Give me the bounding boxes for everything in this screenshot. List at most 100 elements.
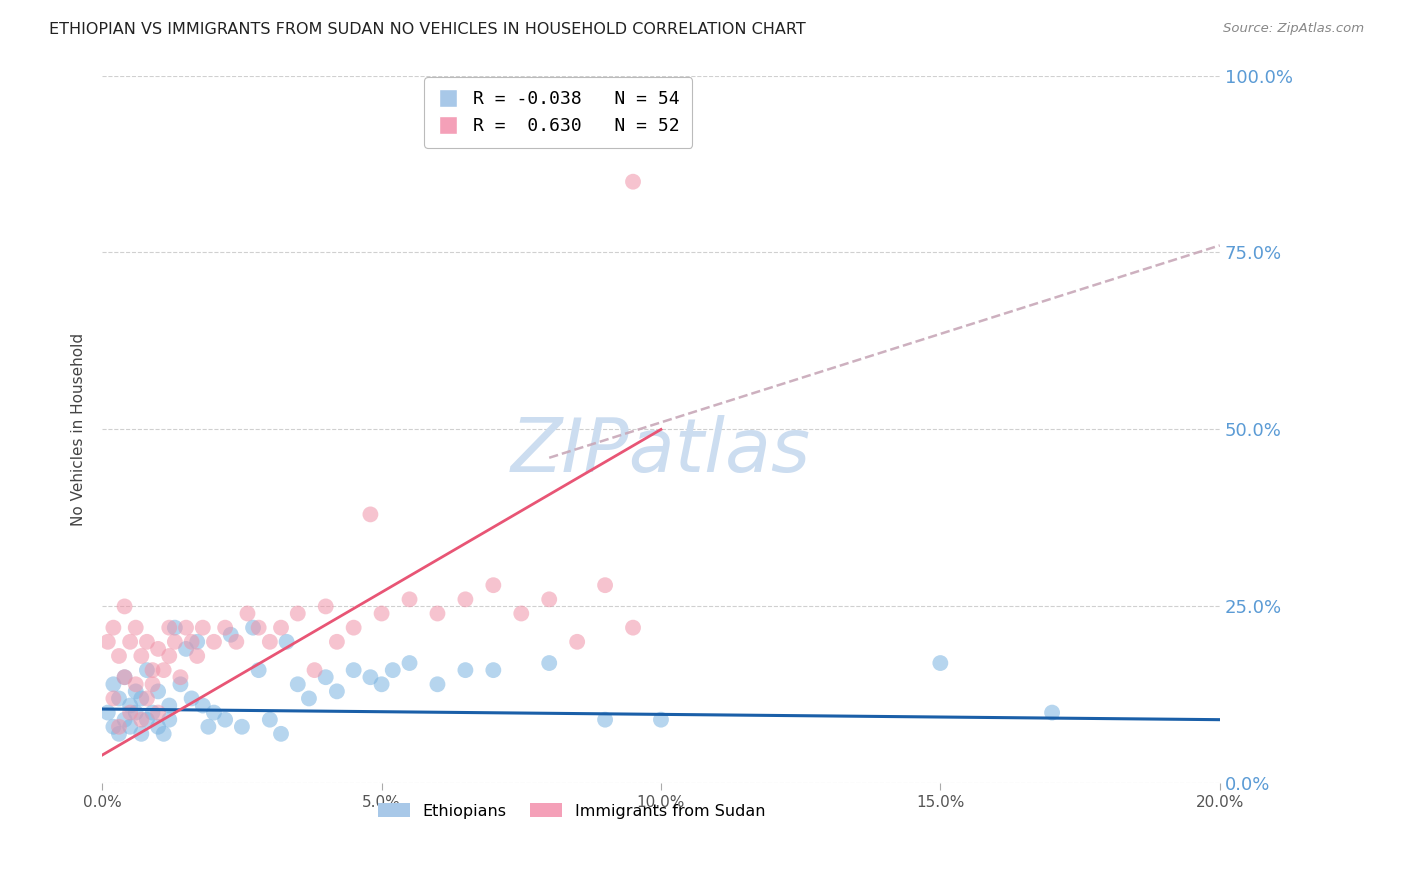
Point [650,713,672,727]
Point [146,684,169,698]
Point [454,592,477,607]
Point [135,713,157,727]
Point [270,621,292,635]
Point [236,607,259,621]
Point [97,635,120,649]
Point [621,175,644,189]
Point [108,691,131,706]
Point [219,628,242,642]
Point [108,720,131,734]
Point [157,621,180,635]
Point [146,720,169,734]
Point [157,648,180,663]
Point [131,691,153,706]
Point [125,621,148,635]
Point [169,677,191,691]
Point [287,607,309,621]
Point [141,677,163,691]
Point [326,684,349,698]
Point [114,670,136,684]
Point [214,713,236,727]
Point [247,663,270,677]
Point [270,727,292,741]
Point [103,691,125,706]
Point [163,635,186,649]
Point [131,727,153,741]
Point [565,635,588,649]
Point [276,635,298,649]
Point [315,670,337,684]
Point [191,621,214,635]
Point [315,599,337,614]
Point [114,599,136,614]
Point [135,663,157,677]
Point [454,663,477,677]
Point [343,621,366,635]
Point [231,720,253,734]
Point [202,635,225,649]
Point [180,691,202,706]
Point [247,621,270,635]
Point [152,727,174,741]
Point [120,698,142,713]
Point [186,635,208,649]
Point [125,684,148,698]
Point [131,713,153,727]
Point [259,635,281,649]
Point [174,621,197,635]
Point [125,706,148,720]
Point [398,592,420,607]
Point [202,706,225,720]
Point [225,635,247,649]
Point [593,713,616,727]
Point [326,635,349,649]
Point [538,656,561,670]
Point [108,727,131,741]
Point [359,508,381,522]
Point [426,607,449,621]
Point [157,698,180,713]
Point [214,621,236,635]
Legend: Ethiopians, Immigrants from Sudan: Ethiopians, Immigrants from Sudan [371,797,772,825]
Point [381,663,404,677]
Point [103,677,125,691]
Text: ETHIOPIAN VS IMMIGRANTS FROM SUDAN NO VEHICLES IN HOUSEHOLD CORRELATION CHART: ETHIOPIAN VS IMMIGRANTS FROM SUDAN NO VE… [49,22,806,37]
Text: ZIPatlas: ZIPatlas [510,415,811,487]
Point [343,663,366,677]
Point [120,720,142,734]
Point [259,713,281,727]
Point [163,621,186,635]
Point [146,641,169,656]
Point [510,607,533,621]
Point [482,578,505,592]
Point [180,635,202,649]
Point [120,635,142,649]
Point [1040,706,1063,720]
Point [191,698,214,713]
Point [114,713,136,727]
Point [131,648,153,663]
Text: Source: ZipAtlas.com: Source: ZipAtlas.com [1223,22,1364,36]
Point [186,648,208,663]
Point [135,691,157,706]
Point [287,677,309,691]
Point [359,670,381,684]
Point [141,663,163,677]
Point [169,670,191,684]
Point [426,677,449,691]
Point [103,720,125,734]
Point [242,621,264,635]
Point [398,656,420,670]
Point [197,720,219,734]
Point [135,635,157,649]
Point [103,621,125,635]
Point [146,706,169,720]
Point [152,663,174,677]
Point [108,648,131,663]
Point [114,670,136,684]
Point [174,641,197,656]
Point [120,706,142,720]
Point [370,607,392,621]
Y-axis label: No Vehicles in Household: No Vehicles in Household [72,333,86,526]
Point [298,691,321,706]
